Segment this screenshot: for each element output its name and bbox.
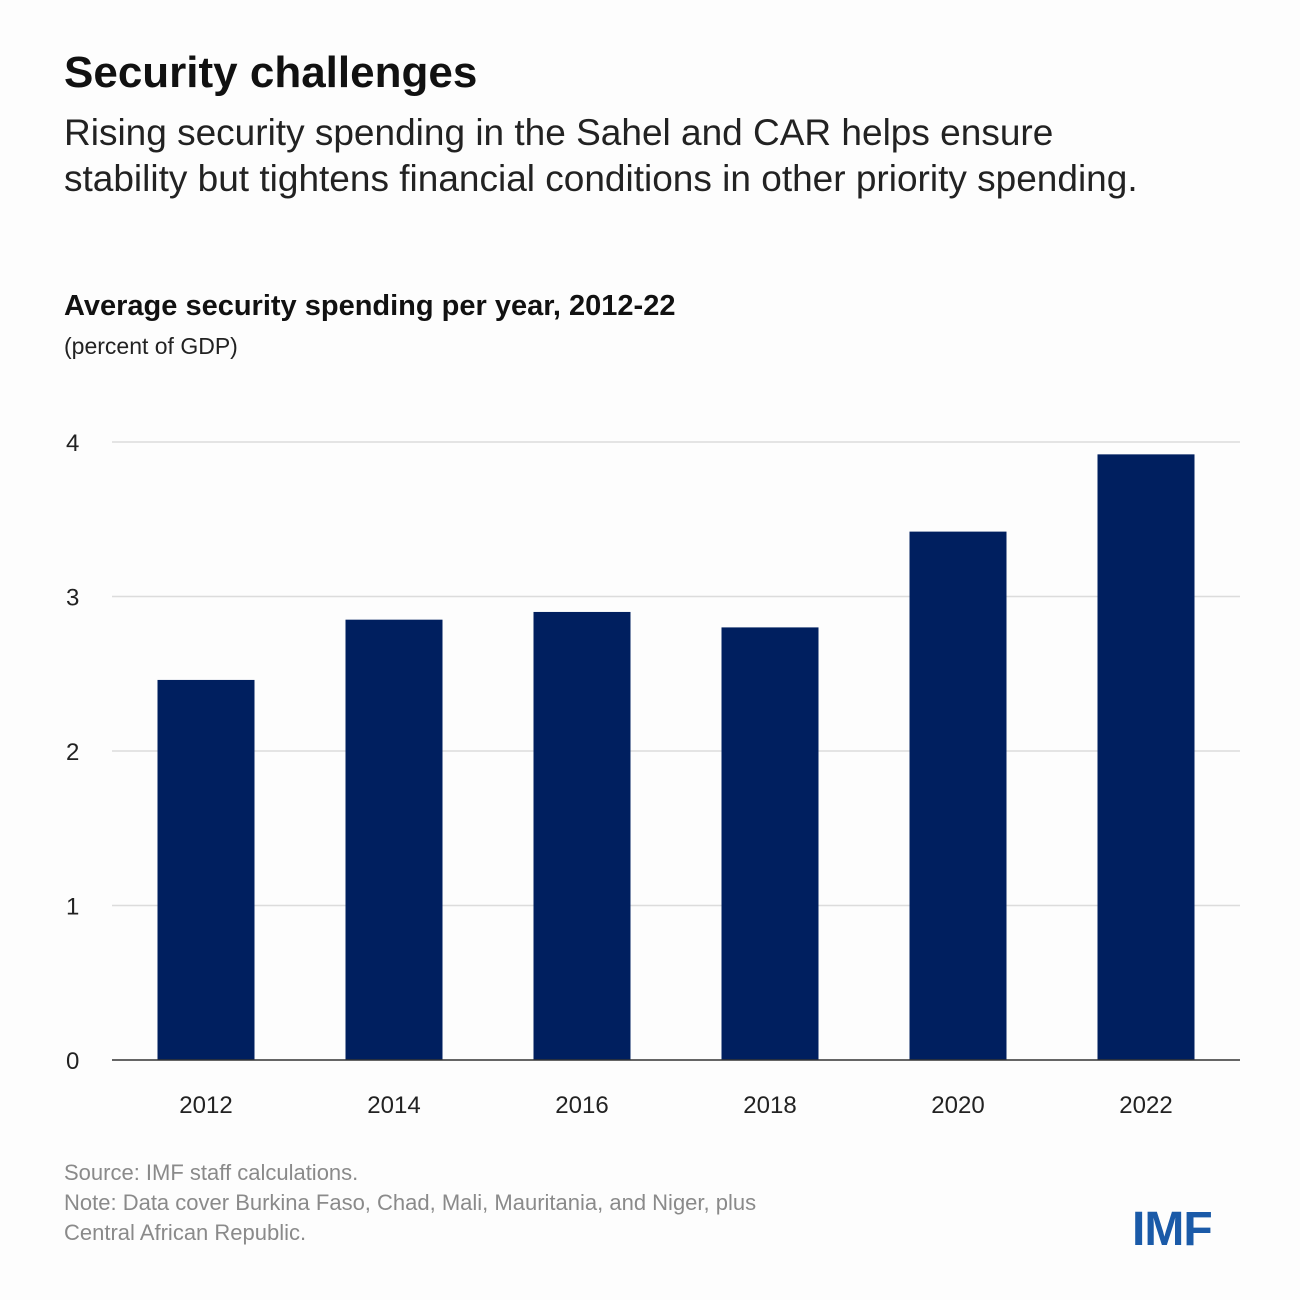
y-tick-label: 3 <box>66 585 79 612</box>
chart-unit-label: (percent of GDP) <box>64 333 238 359</box>
bar-2012 <box>157 679 255 1060</box>
imf-logo: IMF <box>1132 1203 1213 1256</box>
chart-title: Average security spending per year, 2012… <box>64 290 676 322</box>
source-text: Source: IMF staff calculations. <box>64 1160 359 1185</box>
x-tick-label: 2012 <box>179 1092 232 1119</box>
note-line-1: Note: Data cover Burkina Faso, Chad, Mal… <box>64 1190 757 1215</box>
bar-2018 <box>721 627 819 1060</box>
bar-2014 <box>345 619 443 1060</box>
x-tick-label: 2020 <box>931 1092 984 1119</box>
y-tick-label: 1 <box>66 894 79 921</box>
page-title: Security challenges <box>64 48 478 97</box>
y-tick-label: 2 <box>66 739 79 766</box>
page-subtitle: Rising security spending in the Sahel an… <box>64 112 1138 199</box>
x-tick-label: 2022 <box>1119 1092 1172 1119</box>
note-line-2: Central African Republic. <box>64 1220 307 1245</box>
y-tick-label: 4 <box>66 430 79 457</box>
source-note: Source: IMF staff calculations. Note: Da… <box>64 1158 756 1248</box>
bar-2020 <box>909 531 1007 1060</box>
y-tick-label: 0 <box>66 1048 79 1075</box>
bar-2016 <box>533 611 631 1060</box>
x-tick-label: 2016 <box>555 1092 608 1119</box>
x-tick-label: 2018 <box>743 1092 796 1119</box>
bar-2022 <box>1097 454 1195 1060</box>
x-tick-label: 2014 <box>367 1092 420 1119</box>
